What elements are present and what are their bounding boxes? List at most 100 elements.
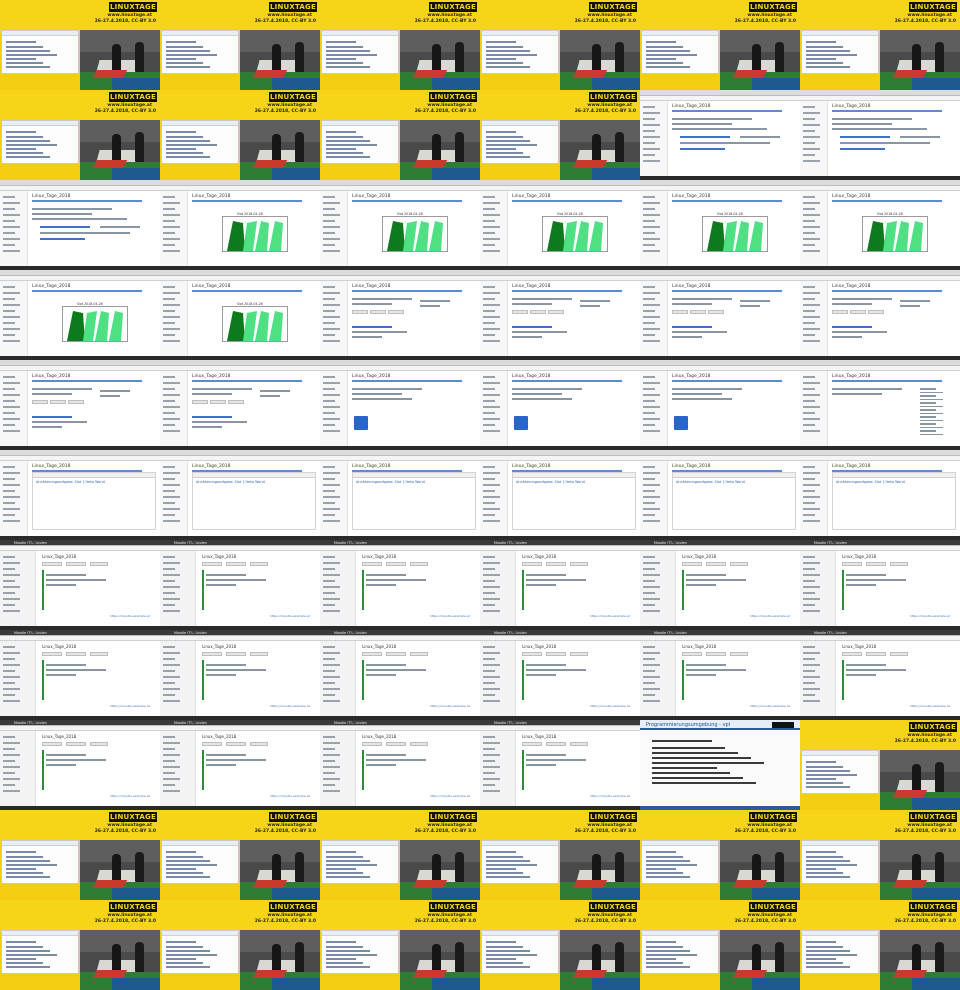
moodle-content-panel[interactable]	[522, 660, 634, 700]
moodle-sidebar[interactable]	[480, 551, 516, 630]
browser-tab-bar[interactable]	[160, 450, 320, 456]
moodle-sidebar[interactable]	[640, 191, 668, 270]
code-editor[interactable]: Annäherungsaufgabe: Slot 1 Hello World	[32, 472, 156, 530]
address-bar[interactable]	[0, 366, 160, 371]
address-bar[interactable]	[480, 276, 640, 281]
browser-tab-bar[interactable]	[800, 630, 960, 636]
thumbnail-tile[interactable]: LINUXTAGE www.linuxtage.at 26-27.4.2018, C…	[0, 0, 160, 90]
browser-tab-bar[interactable]	[480, 270, 640, 276]
moodle-content-panel[interactable]	[42, 570, 154, 610]
thumbnail-tile[interactable]: LINUXTAGE www.linuxtage.at 26-27.4.2018, C…	[640, 900, 800, 990]
moodle-sidebar[interactable]	[320, 641, 356, 720]
moodle-sidebar[interactable]	[480, 281, 508, 360]
code-editor[interactable]: Annäherungsaufgabe: Slot 1 Hello World	[352, 472, 476, 530]
moodle-sidebar[interactable]	[0, 371, 28, 450]
moodle-sidebar[interactable]	[0, 731, 36, 810]
moodle-content-panel[interactable]	[682, 660, 794, 700]
course-nav-links[interactable]	[32, 200, 142, 202]
thumbnail-tile[interactable]: Moodle IT'L: Linden Linux_Tage_2018 https:…	[160, 630, 320, 720]
thumbnail-tile[interactable]: LINUXTAGE www.linuxtage.at 26-27.4.2018, C…	[320, 810, 480, 900]
thumbnail-tile[interactable]: Linux_Tage_2018 Annäherungsaufgabe: Slot …	[160, 450, 320, 540]
editor-toolbar[interactable]	[33, 473, 155, 478]
moodle-sidebar[interactable]	[640, 641, 676, 720]
browser-tab-bar[interactable]	[640, 450, 800, 456]
thumbnail-tile[interactable]: Linux_Tage_2018	[480, 360, 640, 450]
thumbnail-tile[interactable]: Linux_Tage_2018 Annäherungsaufgabe: Slot …	[640, 450, 800, 540]
thumbnail-tile[interactable]: LINUXTAGE www.linuxtage.at 26-27.4.2018, C…	[320, 900, 480, 990]
browser-tab-bar[interactable]	[640, 360, 800, 366]
thumbnail-tile[interactable]: Moodle IT'L: Linden Linux_Tage_2018 https:…	[480, 630, 640, 720]
form-button[interactable]	[32, 400, 48, 404]
browser-tab-bar[interactable]	[160, 360, 320, 366]
thumbnail-tile[interactable]: Linux_Tage_2018	[480, 270, 640, 360]
course-nav-links[interactable]	[32, 380, 142, 382]
course-nav-links[interactable]	[832, 290, 942, 292]
thumbnail-tile[interactable]: LINUXTAGE www.linuxtage.at 26-27.4.2018, C…	[480, 900, 640, 990]
browser-tab-bar[interactable]	[800, 450, 960, 456]
browser-tab-bar[interactable]	[0, 720, 160, 726]
course-nav-links[interactable]	[832, 200, 942, 202]
browser-tab-bar[interactable]	[480, 180, 640, 186]
moodle-content-panel[interactable]	[362, 750, 474, 790]
moodle-link[interactable]: https://moodle.example.at	[110, 614, 150, 618]
thumbnail-tile[interactable]: Moodle IT'L: Linden Linux_Tage_2018 https:…	[480, 720, 640, 810]
thumbnail-tile[interactable]: Linux_Tage_2018 Annäherungsaufgabe: Slot …	[800, 450, 960, 540]
form-button[interactable]	[210, 400, 226, 404]
moodle-link[interactable]: https://moodle.example.at	[910, 614, 950, 618]
address-bar[interactable]	[160, 636, 320, 641]
browser-tab-bar[interactable]	[480, 630, 640, 636]
moodle-sidebar[interactable]	[800, 551, 836, 630]
moodle-sidebar[interactable]	[160, 281, 188, 360]
moodle-link[interactable]: https://moodle.example.at	[270, 794, 310, 798]
editor-toolbar[interactable]	[193, 473, 315, 478]
browser-tab-bar[interactable]	[0, 360, 160, 366]
browser-tab-bar[interactable]	[640, 630, 800, 636]
moodle-link[interactable]: https://moodle.example.at	[270, 704, 310, 708]
course-nav-links[interactable]	[672, 470, 782, 472]
moodle-content-panel[interactable]	[842, 570, 954, 610]
thumbnail-tile[interactable]: Moodle IT'L: Linden Linux_Tage_2018 https:…	[800, 630, 960, 720]
thumbnail-tile[interactable]: Linux_Tage_2018 Annäherungsaufgabe: Slot …	[320, 450, 480, 540]
course-nav-links[interactable]	[832, 470, 942, 472]
course-nav-links[interactable]	[672, 200, 782, 202]
address-bar[interactable]	[640, 636, 800, 641]
moodle-sidebar[interactable]	[800, 641, 836, 720]
address-bar[interactable]	[800, 366, 960, 371]
editor-toolbar[interactable]	[673, 473, 795, 478]
thumbnail-tile[interactable]: Linux_Tage_2018	[640, 270, 800, 360]
address-bar[interactable]	[160, 186, 320, 191]
thumbnail-tile[interactable]: Linux_Tage_2018	[320, 270, 480, 360]
thumbnail-tile[interactable]: LINUXTAGE www.linuxtage.at 26-27.4.2018, C…	[800, 720, 960, 810]
browser-tab-bar[interactable]	[640, 540, 800, 546]
form-button[interactable]	[548, 310, 564, 314]
moodle-link[interactable]: https://moodle.example.at	[430, 794, 470, 798]
browser-tab-bar[interactable]	[800, 360, 960, 366]
thumbnail-tile[interactable]: LINUXTAGE www.linuxtage.at 26-27.4.2018, C…	[480, 90, 640, 180]
moodle-sidebar[interactable]	[640, 551, 676, 630]
code-editor[interactable]: Annäherungsaufgabe: Slot 1 Hello World	[832, 472, 956, 530]
moodle-sidebar[interactable]	[640, 371, 668, 450]
browser-tab-bar[interactable]	[320, 270, 480, 276]
course-nav-links[interactable]	[352, 290, 462, 292]
address-bar[interactable]	[160, 546, 320, 551]
thumbnail-tile[interactable]: Moodle IT'L: Linden Linux_Tage_2018 https:…	[160, 540, 320, 630]
address-bar[interactable]	[160, 366, 320, 371]
address-bar[interactable]	[640, 366, 800, 371]
moodle-sidebar[interactable]	[160, 641, 196, 720]
browser-tab-bar[interactable]	[320, 630, 480, 636]
browser-tab-bar[interactable]	[640, 270, 800, 276]
thumbnail-tile[interactable]: Moodle IT'L: Linden Linux_Tage_2018 https:…	[320, 720, 480, 810]
editor-toolbar[interactable]	[513, 473, 635, 478]
form-button[interactable]	[388, 310, 404, 314]
moodle-link[interactable]: https://moodle.example.at	[590, 794, 630, 798]
moodle-sidebar[interactable]	[800, 101, 828, 180]
address-bar[interactable]	[800, 186, 960, 191]
address-bar[interactable]	[320, 546, 480, 551]
thumbnail-tile[interactable]: Moodle IT'L: Linden Linux_Tage_2018 https:…	[480, 540, 640, 630]
thumbnail-tile[interactable]: LINUXTAGE www.linuxtage.at 26-27.4.2018, C…	[800, 810, 960, 900]
moodle-link[interactable]: https://moodle.example.at	[430, 614, 470, 618]
moodle-sidebar[interactable]	[160, 191, 188, 270]
code-editor[interactable]: Annäherungsaufgabe: Slot 1 Hello World	[672, 472, 796, 530]
thumbnail-tile[interactable]: Moodle IT'L: Linden Linux_Tage_2018 https:…	[160, 720, 320, 810]
moodle-sidebar[interactable]	[320, 281, 348, 360]
